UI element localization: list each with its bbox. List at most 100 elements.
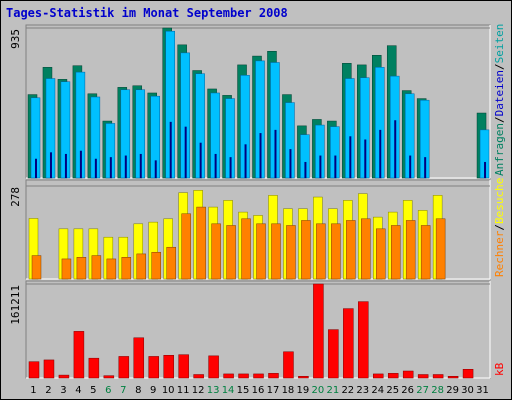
bar-kb-day-1: [28, 361, 40, 379]
bar-seiten-day-5: [94, 158, 97, 178]
bar-kb-day-12: [193, 374, 204, 379]
x-tick-label-day-24: 24: [371, 385, 384, 396]
legend-separator: /: [493, 116, 506, 123]
bar-rechner-day-16: [256, 223, 266, 280]
bar-seiten-day-25: [394, 120, 397, 178]
bar-rechner-day-10: [166, 246, 176, 280]
x-tick-label-day-5: 5: [90, 385, 96, 396]
bar-seiten-day-9: [154, 160, 157, 178]
bar-rechner-day-11: [181, 213, 191, 280]
x-tick-label-day-13: 13: [207, 385, 220, 396]
bar-seiten-day-19: [304, 161, 307, 178]
bar-seiten-day-11: [184, 126, 187, 178]
x-tick-label-day-9: 9: [150, 385, 156, 396]
bar-kb-day-18: [283, 351, 294, 379]
bar-rechner-day-6: [106, 258, 117, 280]
bar-rechner-day-7: [121, 257, 132, 280]
legend-dateien: Dateien: [493, 70, 506, 116]
bar-kb-day-10: [163, 355, 174, 379]
bar-seiten-day-16: [259, 133, 262, 178]
bar-rechner-day-4: [76, 257, 87, 280]
bar-rechner-day-9: [151, 251, 161, 280]
bar-kb-day-26: [402, 370, 414, 379]
legend-anfragen: Anfragen: [493, 123, 506, 176]
bar-rechner-day-5: [91, 255, 102, 280]
bar-seiten-day-6: [109, 157, 112, 178]
panel-top-legend: Anfragen/Dateien/Seiten: [493, 24, 506, 176]
bar-seiten-day-21: [334, 155, 337, 178]
bar-seiten-day-14: [229, 157, 232, 178]
bar-rechner-day-8: [136, 253, 147, 280]
bar-kb-day-20: [313, 283, 324, 379]
bar-kb-day-2: [43, 359, 55, 379]
bar-rechner-day-14: [226, 225, 236, 280]
x-tick-label-day-10: 10: [162, 385, 175, 396]
bar-rechner-day-28: [435, 218, 446, 280]
bar-seiten-day-10: [169, 121, 172, 178]
x-tick-label-day-16: 16: [252, 385, 265, 396]
x-tick-label-day-17: 17: [267, 385, 280, 396]
bar-rechner-day-24: [376, 228, 386, 280]
bar-rechner-day-25: [390, 225, 401, 280]
legend-rechner: Rechner: [493, 230, 506, 277]
bar-kb-day-29: [447, 376, 459, 379]
x-tick-label-day-29: 29: [446, 385, 459, 396]
x-tick-label-day-19: 19: [297, 385, 310, 396]
x-tick-label-day-3: 3: [60, 385, 66, 396]
bar-rechner-day-27: [420, 225, 431, 280]
bar-seiten-day-13: [214, 153, 217, 178]
legend-kb: kB: [493, 362, 506, 376]
bar-kb-day-3: [58, 374, 70, 379]
bar-rechner-day-17: [271, 223, 281, 280]
bar-kb-day-14: [223, 373, 234, 379]
panel-middle-legend: Rechner/Besuche: [493, 178, 506, 277]
x-tick-label-day-14: 14: [222, 385, 235, 396]
x-tick-label-day-28: 28: [431, 385, 444, 396]
bar-seiten-day-31: [484, 161, 487, 178]
x-tick-label-day-23: 23: [356, 385, 369, 396]
bar-kb-day-13: [208, 355, 219, 379]
bar-kb-day-21: [328, 329, 339, 379]
x-tick-label-day-6: 6: [105, 385, 111, 396]
bar-seiten-day-18: [289, 149, 292, 178]
legend-separator: /: [493, 63, 506, 70]
legend-besuche: Besuche: [493, 178, 506, 224]
x-tick-label-day-27: 27: [416, 385, 429, 396]
bar-rechner-day-23: [361, 218, 371, 280]
panel-bottom: [25, 280, 491, 379]
x-tick-label-day-22: 22: [341, 385, 354, 396]
bar-kb-day-17: [268, 373, 279, 379]
bar-seiten-day-27: [424, 157, 427, 178]
x-tick-label-day-26: 26: [401, 385, 414, 396]
panel-middle-ymax-label: 278: [9, 187, 22, 207]
bar-rechner-day-18: [286, 225, 296, 280]
bar-seiten-day-23: [364, 139, 367, 178]
bar-kb-day-7: [118, 356, 130, 379]
bar-rechner-day-3: [61, 258, 72, 280]
bar-seiten-day-20: [319, 155, 322, 178]
bar-rechner-day-13: [211, 223, 221, 280]
bar-kb-day-5: [88, 357, 100, 379]
bar-kb-day-24: [373, 373, 384, 379]
bar-seiten-day-22: [349, 136, 352, 178]
x-tick-label-day-11: 11: [177, 385, 190, 396]
x-tick-label-day-8: 8: [135, 385, 141, 396]
bar-kb-day-22: [343, 308, 354, 379]
chart-title: Tages-Statistik im Monat September 2008: [6, 6, 288, 20]
x-tick-label-day-21: 21: [326, 385, 339, 396]
bar-kb-day-25: [387, 373, 399, 379]
bar-seiten-day-24: [379, 129, 382, 178]
bar-rechner-day-26: [405, 220, 416, 280]
bar-rechner-day-15: [241, 218, 251, 280]
bar-kb-day-30: [462, 369, 474, 379]
bar-seiten-day-2: [49, 152, 52, 178]
x-tick-label-day-7: 7: [120, 385, 126, 396]
bar-seiten-day-3: [64, 153, 67, 178]
x-tick-label-day-18: 18: [282, 385, 295, 396]
bar-kb-day-6: [103, 375, 115, 379]
legend-separator: /: [493, 224, 506, 231]
bar-kb-day-4: [73, 331, 85, 379]
bar-seiten-day-8: [139, 153, 142, 178]
x-tick-label-day-15: 15: [237, 385, 250, 396]
